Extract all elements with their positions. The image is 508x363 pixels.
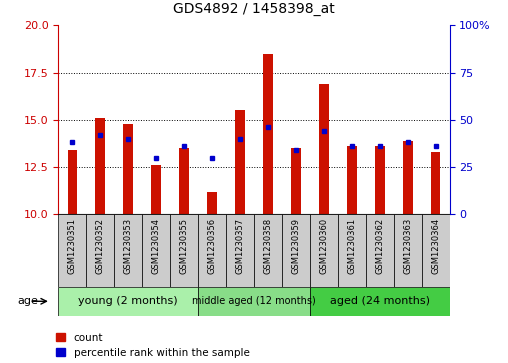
Bar bbox=[263, 54, 273, 214]
Bar bbox=[114, 214, 142, 287]
Text: GSM1230353: GSM1230353 bbox=[124, 218, 133, 274]
Text: GSM1230363: GSM1230363 bbox=[403, 218, 412, 274]
Text: GSM1230355: GSM1230355 bbox=[180, 218, 188, 274]
Bar bbox=[235, 110, 245, 214]
Bar bbox=[142, 214, 170, 287]
Text: middle aged (12 months): middle aged (12 months) bbox=[192, 296, 316, 306]
Bar bbox=[151, 165, 161, 214]
Text: aged (24 months): aged (24 months) bbox=[330, 296, 430, 306]
Bar bbox=[310, 287, 450, 316]
Bar bbox=[291, 148, 301, 214]
Text: GSM1230354: GSM1230354 bbox=[152, 218, 161, 274]
Bar bbox=[422, 214, 450, 287]
Bar bbox=[338, 214, 366, 287]
Bar bbox=[394, 214, 422, 287]
Text: GSM1230358: GSM1230358 bbox=[264, 218, 272, 274]
Text: GSM1230359: GSM1230359 bbox=[292, 218, 300, 274]
Bar bbox=[198, 287, 310, 316]
Text: young (2 months): young (2 months) bbox=[78, 296, 178, 306]
Text: GSM1230352: GSM1230352 bbox=[96, 218, 105, 274]
Bar bbox=[207, 192, 217, 214]
Text: GSM1230361: GSM1230361 bbox=[347, 218, 356, 274]
Bar bbox=[282, 214, 310, 287]
Bar bbox=[310, 214, 338, 287]
Bar bbox=[198, 214, 226, 287]
Text: GSM1230362: GSM1230362 bbox=[375, 218, 384, 274]
Text: GSM1230357: GSM1230357 bbox=[236, 218, 244, 274]
Text: GDS4892 / 1458398_at: GDS4892 / 1458398_at bbox=[173, 2, 335, 16]
Bar bbox=[68, 150, 77, 214]
Bar bbox=[254, 214, 282, 287]
Text: GSM1230364: GSM1230364 bbox=[431, 218, 440, 274]
Bar bbox=[96, 118, 105, 214]
Bar bbox=[179, 148, 189, 214]
Text: age: age bbox=[18, 296, 39, 306]
Text: GSM1230360: GSM1230360 bbox=[320, 218, 328, 274]
Bar bbox=[366, 214, 394, 287]
Bar bbox=[403, 140, 412, 214]
Bar bbox=[58, 214, 86, 287]
Text: GSM1230351: GSM1230351 bbox=[68, 218, 77, 274]
Bar bbox=[226, 214, 254, 287]
Bar bbox=[123, 123, 133, 214]
Bar bbox=[170, 214, 198, 287]
Bar bbox=[319, 84, 329, 214]
Bar bbox=[86, 214, 114, 287]
Bar bbox=[58, 287, 198, 316]
Text: GSM1230356: GSM1230356 bbox=[208, 218, 216, 274]
Bar bbox=[431, 152, 440, 214]
Bar bbox=[347, 146, 357, 214]
Legend: count, percentile rank within the sample: count, percentile rank within the sample bbox=[56, 333, 249, 358]
Bar bbox=[375, 146, 385, 214]
